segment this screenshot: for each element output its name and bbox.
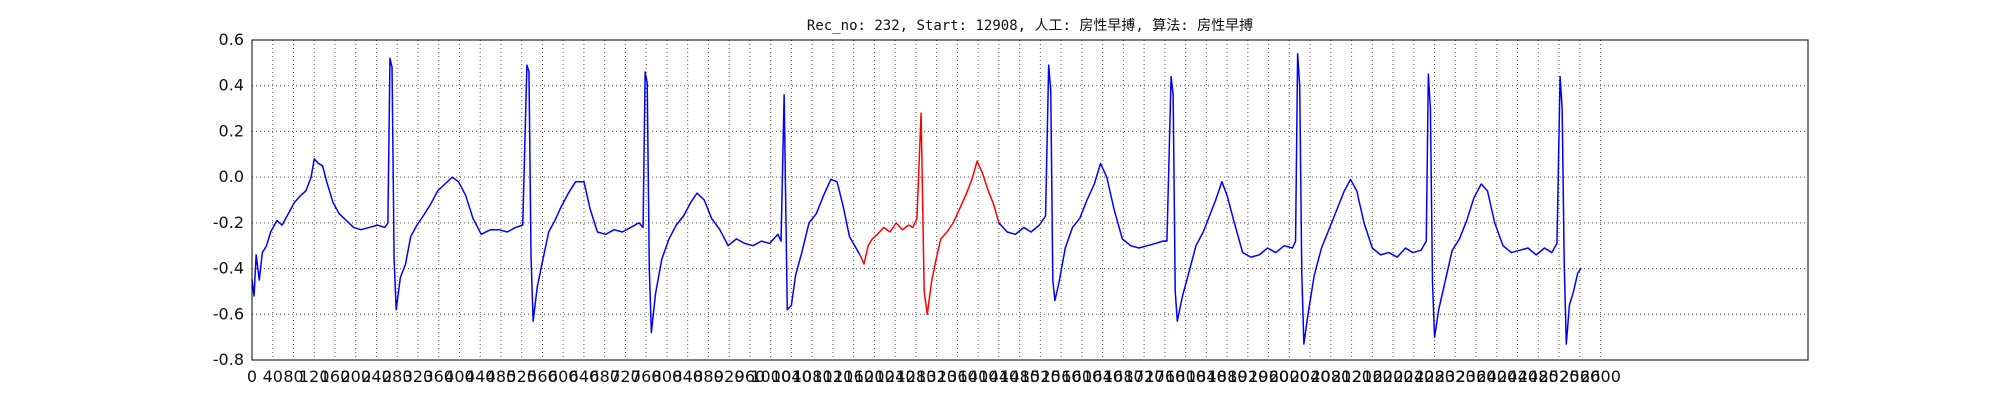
y-tick-label: -0.2 — [213, 213, 244, 232]
x-tick-label: 1440 — [979, 367, 1020, 386]
x-tick-label: 2360 — [1456, 367, 1497, 386]
y-tick-label: 0.4 — [219, 76, 244, 95]
x-tick-label: 600 — [548, 367, 579, 386]
x-tick-label: 1200 — [854, 367, 895, 386]
ecg-signal-series — [251, 52, 1582, 345]
x-tick-label: 360 — [423, 367, 454, 386]
x-tick-label: 2120 — [1331, 367, 1372, 386]
x-tick-label: 1840 — [1186, 367, 1227, 386]
y-tick-label: -0.4 — [213, 259, 244, 278]
x-tick-label: 160 — [320, 367, 351, 386]
x-tick-label: 840 — [672, 367, 703, 386]
x-tick-label: 280 — [382, 367, 413, 386]
x-tick-label: 1520 — [1020, 367, 1061, 386]
x-tick-label: 560 — [527, 367, 558, 386]
x-tick-label: 680 — [589, 367, 620, 386]
x-tick-label: 320 — [403, 367, 434, 386]
x-tick-label: 2560 — [1559, 367, 1600, 386]
x-tick-label: 2160 — [1352, 367, 1393, 386]
x-tick-label: 760 — [631, 367, 662, 386]
x-tick-label: 1920 — [1227, 367, 1268, 386]
x-tick-label: 2440 — [1497, 367, 1538, 386]
x-tick-label: 880 — [693, 367, 724, 386]
x-tick-label: 960 — [735, 367, 766, 386]
y-axis-tick-labels: 0.6 0.4 0.2 0.0 -0.2 -0.4 -0.6 -0.8 — [213, 30, 244, 369]
x-tick-label: 1160 — [833, 367, 874, 386]
axes-frame — [251, 39, 1809, 361]
x-tick-label: 240 — [361, 367, 392, 386]
x-tick-label: 1560 — [1041, 367, 1082, 386]
x-tick-label: 80 — [283, 367, 303, 386]
x-tick-label: 1720 — [1124, 367, 1165, 386]
x-tick-label: 400 — [444, 367, 475, 386]
x-tick-label: 1360 — [937, 367, 978, 386]
x-tick-label: 1600 — [1062, 367, 1103, 386]
x-tick-label: 1240 — [875, 367, 916, 386]
x-tick-label: 2080 — [1310, 367, 1351, 386]
x-tick-label: 1080 — [792, 367, 833, 386]
x-tick-label: 1760 — [1144, 367, 1185, 386]
x-tick-label: 440 — [465, 367, 496, 386]
x-tick-label: 2600 — [1580, 367, 1621, 386]
x-tick-label: 2240 — [1393, 367, 1434, 386]
x-tick-label: 720 — [610, 367, 641, 386]
x-tick-label: 1880 — [1207, 367, 1248, 386]
x-tick-label: 2320 — [1435, 367, 1476, 386]
y-tick-label: -0.8 — [213, 350, 244, 369]
x-tick-label: 1120 — [813, 367, 854, 386]
x-tick-label: 480 — [486, 367, 517, 386]
x-tick-label: 1640 — [1082, 367, 1123, 386]
x-tick-label: 1040 — [771, 367, 812, 386]
ecg-signal-segment — [998, 52, 1582, 345]
y-tick-label: 0.2 — [219, 121, 244, 140]
x-tick-label: 40 — [263, 367, 283, 386]
chart-title: Rec_no: 232, Start: 12908, 人工: 房性早搏, 算法:… — [807, 17, 1253, 34]
x-tick-label: 2000 — [1269, 367, 1310, 386]
x-axis-tick-labels: 0 40 8012016020024028032036040044048052056… — [247, 367, 1621, 386]
x-tick-label: 2280 — [1414, 367, 1455, 386]
x-tick-label: 2400 — [1476, 367, 1517, 386]
x-tick-label: 120 — [299, 367, 330, 386]
x-tick-label: 1960 — [1248, 367, 1289, 386]
ecg-highlight-segment — [859, 112, 1000, 316]
x-tick-label: 2520 — [1539, 367, 1580, 386]
x-tick-label: 520 — [506, 367, 537, 386]
x-tick-label: 1800 — [1165, 367, 1206, 386]
y-tick-label: 0.0 — [219, 167, 244, 186]
x-tick-label: 2480 — [1518, 367, 1559, 386]
ecg-signal-segment — [251, 57, 861, 334]
x-tick-label: 640 — [569, 367, 600, 386]
x-tick-label: 200 — [340, 367, 371, 386]
y-tick-label: -0.6 — [213, 304, 244, 323]
x-tick-label: 920 — [714, 367, 745, 386]
x-tick-label: 1320 — [916, 367, 957, 386]
x-tick-label: 2040 — [1290, 367, 1331, 386]
grid-lines — [251, 39, 1808, 361]
x-tick-label: 1400 — [958, 367, 999, 386]
x-tick-label: 800 — [652, 367, 683, 386]
x-tick-label: 1680 — [1103, 367, 1144, 386]
x-tick-label: 1000 — [750, 367, 791, 386]
x-tick-label: 1280 — [896, 367, 937, 386]
x-tick-label: 2200 — [1373, 367, 1414, 386]
x-tick-label: 1480 — [999, 367, 1040, 386]
y-tick-label: 0.6 — [219, 30, 244, 49]
x-tick-label: 0 — [247, 367, 257, 386]
